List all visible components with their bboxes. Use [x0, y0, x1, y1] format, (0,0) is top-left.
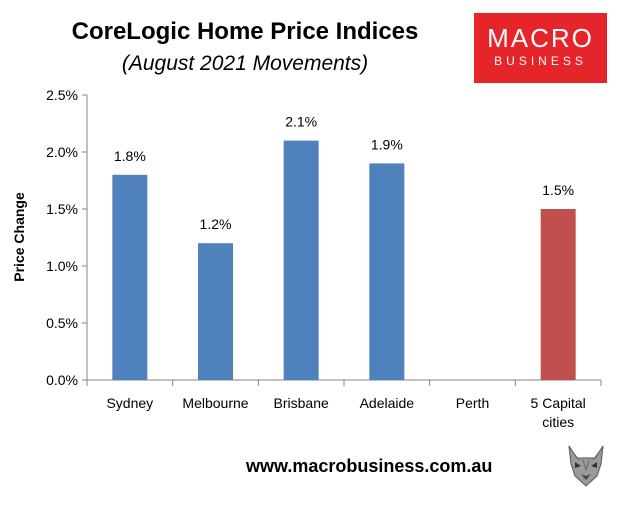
y-tick-label: 2.0%: [46, 144, 78, 160]
chart-subtitle: (August 2021 Movements): [121, 52, 369, 75]
data-label: 1.8%: [114, 148, 146, 164]
footer-url: www.macrobusiness.com.au: [246, 456, 493, 476]
x-tick-label: 5 Capital: [531, 395, 586, 411]
chart-bars: [112, 140, 576, 380]
bar: [283, 140, 319, 380]
x-tick-label: Melbourne: [182, 395, 248, 411]
wolf-logo-icon: [561, 440, 611, 490]
bar-chart: 0.0% 0.5% 1.0% 1.5% 2.0% 2.5% 1.8% Sydney 1.2% M…: [11, 87, 602, 430]
x-tick-label: Perth: [456, 395, 489, 411]
bar: [112, 174, 148, 380]
y-tick-label: 0.0%: [46, 372, 78, 388]
bar: [540, 209, 576, 380]
x-tick-label: Adelaide: [360, 395, 415, 411]
logo-line-2: BUSINESS: [494, 54, 587, 68]
data-label: 1.2%: [200, 216, 232, 232]
x-tick-label: Brisbane: [274, 395, 329, 411]
bar: [198, 243, 233, 380]
data-label: 1.9%: [371, 136, 403, 152]
chart-labels: 1.8% Sydney 1.2% Melbourne 2.1% Brisbane 1.9% A…: [106, 114, 585, 430]
bar: [369, 163, 405, 380]
data-label: 1.5%: [542, 182, 574, 198]
y-tick-label: 2.5%: [46, 87, 78, 103]
y-tick-label: 1.5%: [46, 201, 78, 217]
data-label: 2.1%: [285, 114, 317, 130]
y-tick-label: 0.5%: [46, 315, 78, 331]
y-tick-label: 1.0%: [46, 258, 78, 274]
macro-business-logo: MACRO BUSINESS: [474, 13, 607, 83]
x-tick-label: Sydney: [106, 395, 153, 411]
logo-line-1: MACRO: [487, 23, 594, 53]
chart-title: CoreLogic Home Price Indices: [71, 18, 419, 45]
chart-axes: 0.0% 0.5% 1.0% 1.5% 2.0% 2.5%: [46, 87, 602, 388]
x-tick-label: cities: [542, 414, 574, 430]
y-axis-label: Price Change: [11, 192, 27, 282]
